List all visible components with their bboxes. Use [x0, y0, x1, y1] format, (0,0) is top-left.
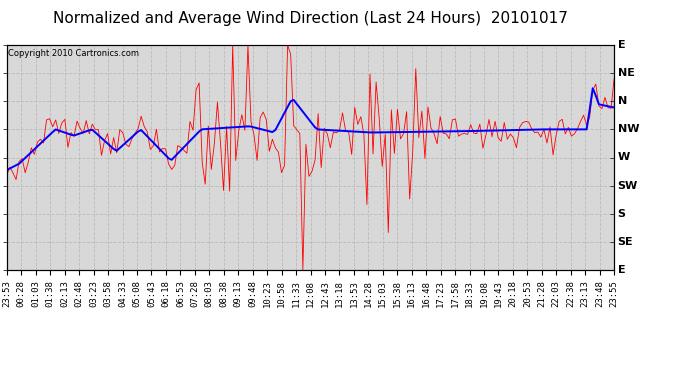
- Text: W: W: [618, 153, 630, 162]
- Text: NE: NE: [618, 68, 634, 78]
- Text: SE: SE: [618, 237, 633, 247]
- Text: S: S: [618, 209, 626, 219]
- Text: SW: SW: [618, 181, 638, 190]
- Text: N: N: [618, 96, 627, 106]
- Text: E: E: [618, 40, 625, 50]
- Text: Copyright 2010 Cartronics.com: Copyright 2010 Cartronics.com: [8, 50, 139, 58]
- Text: E: E: [618, 265, 625, 275]
- Text: Normalized and Average Wind Direction (Last 24 Hours)  20101017: Normalized and Average Wind Direction (L…: [53, 11, 568, 26]
- Text: NW: NW: [618, 124, 639, 134]
